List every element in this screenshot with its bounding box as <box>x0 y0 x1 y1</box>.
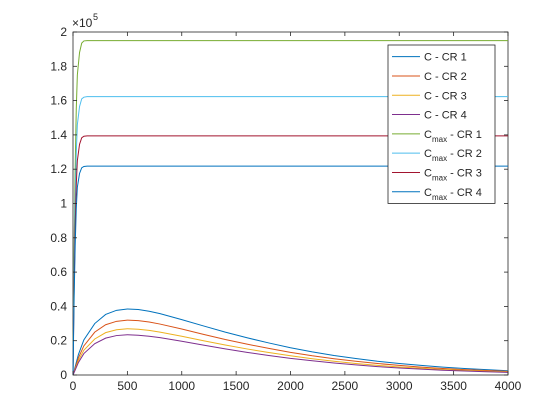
y-exponent-power: 5 <box>93 12 98 22</box>
y-tick-label: 1.8 <box>50 59 67 73</box>
legend-label: C - CR 1 <box>424 52 467 64</box>
x-tick-label: 2000 <box>277 379 304 393</box>
series-line-8 <box>72 165 508 376</box>
y-tick-label: 0.4 <box>50 299 67 313</box>
legend-label: C - CR 4 <box>424 110 467 122</box>
y-tick-label: 0 <box>60 368 67 382</box>
x-tick-label: 3500 <box>440 379 467 393</box>
x-tick-label: 1000 <box>168 379 195 393</box>
x-tick-label: 500 <box>117 379 137 393</box>
y-tick-label: 1.6 <box>50 94 67 108</box>
x-tick-label: 3000 <box>386 379 413 393</box>
x-tick-label: 2500 <box>332 379 359 393</box>
legend: C - CR 1 C - CR 2 C - CR 3 C - CR 4 Cmax - C… <box>387 44 496 204</box>
x-tick-label: 0 <box>70 379 77 393</box>
y-exponent-base: ×10 <box>72 16 93 30</box>
y-tick-label: 0.2 <box>50 334 67 348</box>
series-line-1 <box>72 308 509 376</box>
legend-label: C - CR 3 <box>424 90 467 102</box>
legend-label: C - CR 2 <box>424 71 467 83</box>
y-tick-label: 2 <box>60 25 67 39</box>
series-line-2 <box>72 319 509 376</box>
legend-label: Cmax - CR 3 <box>424 167 482 182</box>
y-tick-label: 1.2 <box>50 162 67 176</box>
series-layer <box>72 40 509 376</box>
series-line-3 <box>72 328 509 376</box>
axes-layer: 0 500 1000 1500 2000 2500 3000 3500 4000 0 0.2 0.4 0… <box>50 25 521 393</box>
legend-label: Cmax - CR 4 <box>424 187 482 202</box>
legend-label: Cmax - CR 1 <box>424 129 482 144</box>
series-line-4 <box>72 334 509 376</box>
x-tick-label: 4000 <box>495 379 522 393</box>
y-tick-label: 0.8 <box>50 231 67 245</box>
y-tick-label: 0.6 <box>50 265 67 279</box>
x-tick-label: 1500 <box>223 379 250 393</box>
y-tick-label: 1.4 <box>50 128 67 142</box>
legend-box <box>387 44 496 204</box>
y-tick-label: 1 <box>60 197 67 211</box>
legend-label: Cmax - CR 2 <box>424 148 482 163</box>
y-exponent-label: ×10 5 <box>72 12 98 30</box>
